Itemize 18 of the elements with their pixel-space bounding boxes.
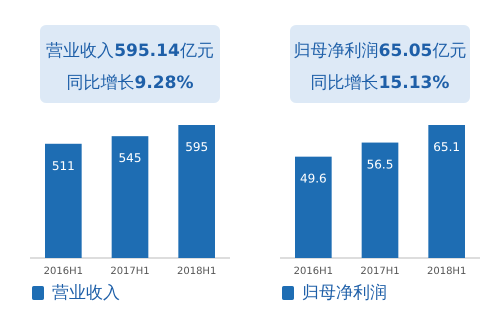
data-label: 545 xyxy=(118,151,142,166)
chart-title: 归母净利润65.05亿元 xyxy=(294,41,466,61)
x-tick-label: 2016H1 xyxy=(294,266,334,277)
x-tick-label: 2017H1 xyxy=(110,266,150,277)
data-label: 65.1 xyxy=(433,140,460,154)
chart-title: 营业收入595.14亿元 xyxy=(46,41,214,61)
x-tick-label: 2018H1 xyxy=(176,266,216,277)
data-label: 511 xyxy=(52,158,75,173)
x-tick-label: 2017H1 xyxy=(360,266,400,277)
legend-label: 营业收入 xyxy=(52,283,120,303)
x-tick-label: 2018H1 xyxy=(426,266,466,277)
chart-subtitle: 同比增长9.28% xyxy=(66,73,194,93)
legend-label: 归母净利润 xyxy=(302,283,387,303)
data-label: 49.6 xyxy=(300,172,327,186)
x-tick-label: 2016H1 xyxy=(44,266,84,277)
chart-subtitle: 同比增长15.13% xyxy=(310,73,450,93)
data-label: 56.5 xyxy=(366,158,394,172)
data-label: 595 xyxy=(185,140,208,154)
